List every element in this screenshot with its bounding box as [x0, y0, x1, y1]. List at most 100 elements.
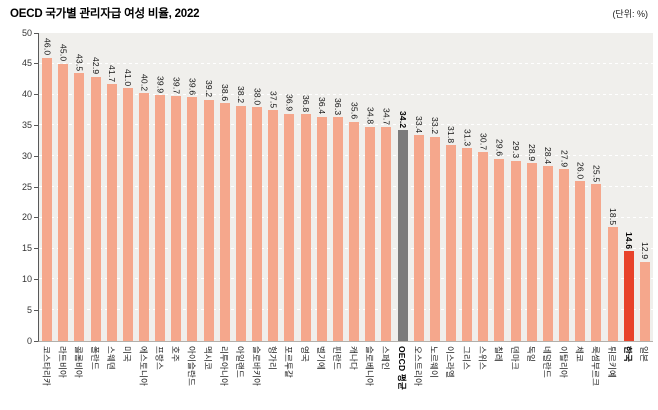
bar-value-label: 36.3: [333, 98, 344, 116]
x-axis-label-slot: 이탈리아: [555, 342, 571, 408]
bar: [494, 158, 505, 341]
bar-value-label: 36.8: [300, 94, 311, 113]
x-axis-label-slot: 독일: [523, 342, 539, 408]
x-axis-label: 스페인: [380, 346, 391, 371]
gridline: [39, 155, 653, 157]
x-axis-label-slot: 튀르키예: [603, 342, 619, 408]
x-axis-label: 이스라엘: [445, 346, 456, 379]
bar-slot: 28.9: [524, 33, 540, 341]
x-axis-label: 벨기에: [315, 346, 326, 371]
bar-value-label: 39.6: [187, 77, 198, 96]
y-axis-tick-label: 20: [21, 212, 32, 223]
y-axis-tick-label: 25: [21, 181, 32, 192]
x-axis-label-slot: 캐나다: [345, 342, 361, 408]
x-axis-label-slot: 멕시코: [200, 342, 216, 408]
x-axis-label-slot: 슬로바키아: [248, 342, 264, 408]
x-axis-label: 핀란드: [332, 346, 343, 371]
bar-slot: 40.2: [136, 33, 152, 341]
bar-slot: 36.8: [298, 33, 314, 341]
bar-slot: 43.5: [71, 33, 87, 341]
x-axis-label: 독일: [526, 346, 537, 363]
bar-value-label: 39.9: [155, 75, 166, 94]
y-axis-tick-label: 0: [26, 335, 32, 346]
x-axis-label-slot: 벨기에: [313, 342, 329, 408]
bar-value-label: 31.8: [446, 125, 457, 144]
bar: [90, 76, 101, 341]
x-axis-label-slot: 슬로베니아: [361, 342, 377, 408]
x-axis-label: 폴란드: [89, 346, 100, 371]
x-axis-label: 슬로베니아: [364, 346, 375, 387]
bar-value-label: 46.0: [42, 38, 53, 56]
bar: [268, 110, 279, 341]
bar-slot: 34.2: [394, 33, 410, 341]
bar-slot: 39.9: [152, 33, 168, 341]
bar-slot: 39.2: [201, 33, 217, 341]
x-axis-label: 일본: [639, 346, 650, 363]
gridline: [39, 93, 653, 95]
gridline: [39, 62, 653, 64]
bar-value-label: 41.0: [123, 69, 134, 87]
bar: [413, 135, 424, 341]
bar-slot: 37.5: [265, 33, 281, 341]
x-axis-label: 포르투갈: [283, 346, 294, 379]
y-axis-tick-mark: [34, 124, 38, 126]
x-axis-label-slot: 오스트리아: [410, 342, 426, 408]
bar-slot: 34.7: [378, 33, 394, 341]
y-axis-tick-mark: [34, 155, 38, 157]
bar-slot: 39.6: [184, 33, 200, 341]
y-axis-tick-label: 10: [21, 273, 32, 284]
bar-slot: 33.2: [427, 33, 443, 341]
bar: [575, 180, 586, 341]
plot-area: 46.0 45.0 43.5 42.9 41.7 41.0 40.2 39.9 39.7 39.6…: [38, 32, 653, 342]
y-axis-tick-mark: [34, 32, 38, 34]
bar-slot: 33.4: [411, 33, 427, 341]
bar-slot: 31.8: [443, 33, 459, 341]
x-axis-label: 한국: [622, 346, 633, 363]
bar-slot: 25.5: [588, 33, 604, 341]
bar-value-label: 43.5: [74, 53, 85, 72]
bar-value-label: 37.5: [268, 90, 279, 108]
bar-slot: 28.4: [540, 33, 556, 341]
bar-value-label: 38.6: [220, 83, 231, 102]
y-axis-tick-label: 40: [21, 89, 32, 100]
bar: [252, 106, 263, 341]
x-axis-labels: 코스타리카 라트비아 콜롬비아 폴란드 스웨덴 미국 에스토니아 프랑스 호주 아이슬란드 멕시코 리…: [38, 342, 652, 408]
bar: [139, 93, 150, 341]
gridline: [39, 186, 653, 187]
bar-value-label: 38.2: [236, 86, 247, 104]
bar: [607, 227, 618, 341]
x-axis-label: 칠레: [493, 346, 504, 363]
bar-slot: 14.6: [621, 33, 637, 341]
x-axis-label: 아이슬란드: [186, 346, 197, 387]
bar-value-label: 39.2: [203, 80, 214, 98]
bar: [559, 169, 570, 341]
bar-slot: 38.2: [233, 33, 249, 341]
bar: [445, 145, 456, 341]
bar-value-label: 42.9: [90, 57, 101, 75]
gridline: [39, 32, 653, 33]
x-axis-label: 콜롬비아: [73, 346, 84, 379]
bar: [526, 162, 537, 341]
bar-value-label: 28.4: [543, 146, 554, 165]
bar: [219, 103, 230, 341]
x-axis-label-slot: 이스라엘: [442, 342, 458, 408]
y-axis-tick-label: 35: [21, 119, 32, 130]
y-axis-tick-mark: [34, 63, 38, 65]
x-axis-label-slot: 영국: [297, 342, 313, 408]
bar: [171, 96, 182, 341]
x-axis-label-slot: 호주: [167, 342, 183, 408]
bar-value-label: 29.3: [510, 141, 521, 159]
bar: [591, 183, 602, 341]
x-axis-label-slot: 체코: [571, 342, 587, 408]
bar-value-label: 34.7: [381, 107, 392, 126]
bar: [187, 97, 198, 341]
bar-value-label: 33.2: [430, 117, 441, 135]
bar-value-label: 39.7: [171, 77, 182, 95]
bar-slot: 36.3: [330, 33, 346, 341]
x-axis-label-slot: 스페인: [377, 342, 393, 408]
bar: [58, 63, 69, 341]
bar: [42, 57, 53, 341]
x-axis-label-slot: 미국: [119, 342, 135, 408]
bar-slot: 36.9: [281, 33, 297, 341]
